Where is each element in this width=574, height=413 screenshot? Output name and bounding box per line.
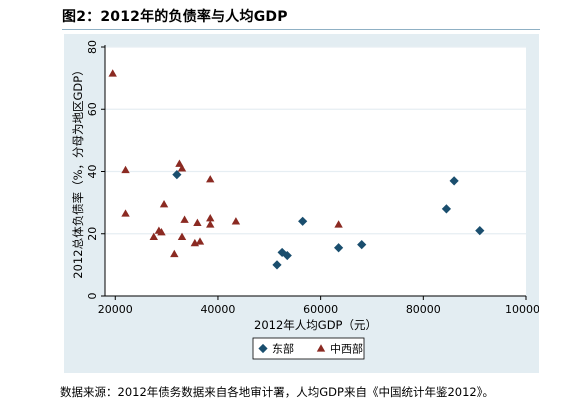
legend-marker-triangle <box>316 344 326 352</box>
y-tick-label: 0 <box>86 293 99 300</box>
data-point-triangle <box>206 175 215 183</box>
data-point-triangle <box>334 220 343 228</box>
legend-box <box>252 337 365 360</box>
data-point-triangle <box>159 199 169 208</box>
data-point-triangle <box>195 237 205 245</box>
data-point-diamond <box>334 243 344 253</box>
x-axis-label: 2012年人均GDP（元） <box>254 318 377 332</box>
data-point-triangle <box>149 232 158 241</box>
data-point-triangle <box>170 249 179 258</box>
scatter-chart: 0 20 40 60 80 20000 40000 60000 80000 100000 2012年… <box>71 40 539 360</box>
data-point-triangle <box>177 164 187 172</box>
y-tick-label: 20 <box>86 227 99 241</box>
data-point-triangle <box>108 69 117 77</box>
data-point-triangle <box>206 213 215 222</box>
x-tick-label: 60000 <box>303 303 338 316</box>
data-point-diamond <box>272 260 282 270</box>
y-tick-label: 40 <box>86 165 99 179</box>
data-point-diamond <box>475 226 485 236</box>
legend: 东部 中西部 <box>252 337 365 360</box>
data-point-triangle <box>121 165 130 174</box>
title-divider <box>62 29 540 30</box>
x-tick-label: 40000 <box>200 303 235 316</box>
data-point-triangle <box>206 220 215 228</box>
data-point-triangle <box>157 227 166 236</box>
source-note: 数据来源：2012年债务数据来自各地审计署，人均GDP来自《中国统计年鉴2012… <box>60 385 494 399</box>
y-tick-label: 60 <box>86 102 99 116</box>
series-central-west <box>108 69 343 258</box>
legend-marker-diamond <box>258 343 268 354</box>
figure-title: 图2：2012年的负债率与人均GDP <box>62 9 288 25</box>
data-point-triangle <box>193 218 202 227</box>
x-tick-label: 80000 <box>406 303 441 316</box>
data-point-diamond <box>357 240 367 250</box>
data-point-triangle <box>180 215 189 223</box>
data-point-diamond <box>449 176 459 186</box>
y-tick-label: 80 <box>86 40 99 54</box>
data-point-triangle <box>121 209 130 217</box>
data-point-triangle <box>231 217 241 225</box>
x-tick-label: 100000 <box>505 303 539 316</box>
data-point-triangle <box>177 232 187 241</box>
chart-panel: 0 20 40 60 80 20000 40000 60000 80000 100000 2012年… <box>64 34 539 373</box>
data-point-diamond <box>441 204 452 214</box>
data-point-diamond <box>172 170 182 180</box>
y-axis-label: 2012总体负债率（%，分母为地区GDP） <box>71 64 85 278</box>
x-tick-label: 20000 <box>98 303 133 316</box>
data-point-diamond <box>282 250 292 261</box>
legend-label: 中西部 <box>330 342 363 356</box>
legend-label: 东部 <box>272 342 294 356</box>
